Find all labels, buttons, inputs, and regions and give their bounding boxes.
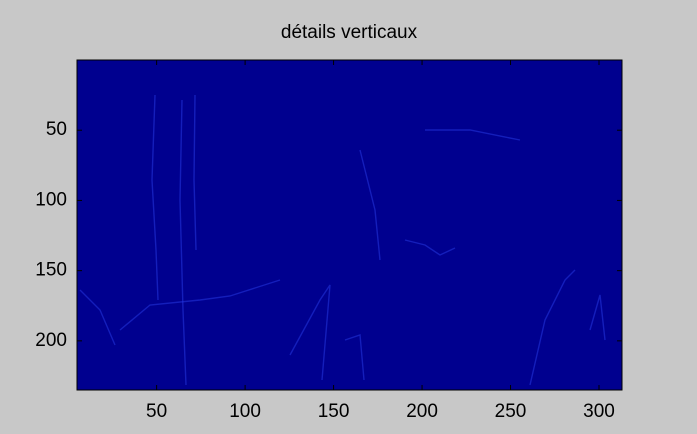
x-tick-label: 100 xyxy=(229,401,261,422)
x-tick-label: 250 xyxy=(495,401,527,422)
x-tick-label: 200 xyxy=(406,401,438,422)
x-tick-label: 150 xyxy=(318,401,350,422)
x-tick-label: 300 xyxy=(583,401,615,422)
y-tick-label: 150 xyxy=(35,260,67,281)
chart-title: détails verticaux xyxy=(281,22,418,43)
y-tick-label: 100 xyxy=(35,189,67,210)
x-tick-label: 50 xyxy=(146,401,167,422)
y-tick-label: 50 xyxy=(46,119,67,140)
y-tick-label: 200 xyxy=(35,330,67,351)
figure: détails verticaux 50 100 150 200 250 300 50 100… xyxy=(0,0,697,434)
